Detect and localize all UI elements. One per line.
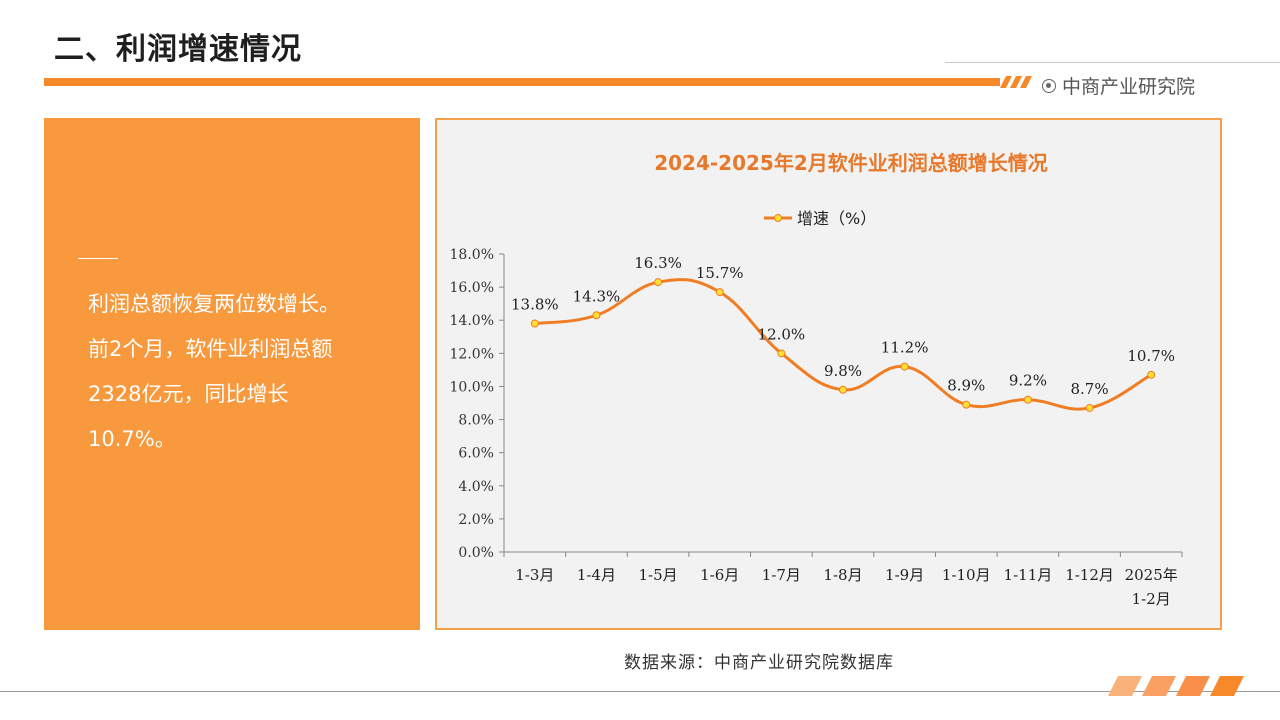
- x-tick-label: 2025年: [1125, 566, 1178, 584]
- data-source: 数据来源：中商产业研究院数据库: [624, 653, 894, 673]
- x-tick-label: 1-5月: [639, 566, 678, 584]
- data-point: [654, 278, 663, 287]
- x-tick-label: 1-10月: [942, 566, 991, 584]
- summary-text: 利润总额恢复两位数增长。前2个月，软件业利润总额2328亿元，同比增长10.7%…: [88, 292, 340, 451]
- x-tick-label: 1-3月: [515, 566, 554, 584]
- data-label: 13.8%: [511, 296, 559, 314]
- footer-slash-decoration: [1108, 676, 1244, 696]
- legend-marker: [774, 214, 782, 222]
- data-point: [962, 400, 971, 409]
- page-title: 二、利润增速情况: [54, 32, 302, 67]
- x-tick-label: 1-6月: [700, 566, 739, 584]
- data-point: [592, 311, 601, 320]
- data-point: [715, 288, 724, 297]
- data-label: 12.0%: [758, 325, 806, 343]
- brand-logo-icon: [1042, 78, 1056, 93]
- y-tick-label: 12.0%: [450, 346, 494, 362]
- data-point: [1023, 395, 1032, 404]
- data-label: 9.8%: [824, 362, 862, 380]
- data-label: 11.2%: [881, 339, 929, 357]
- title-underline: [44, 78, 1000, 86]
- brand-name: 中商产业研究院: [1062, 76, 1196, 98]
- y-tick-label: 16.0%: [450, 280, 494, 296]
- summary-divider: [78, 258, 118, 259]
- footer-rule: [0, 691, 1280, 692]
- data-label: 15.7%: [696, 264, 744, 282]
- legend-label: 增速（%）: [797, 209, 876, 228]
- x-tick-label-line2: 1-2月: [1132, 590, 1171, 608]
- data-label: 10.7%: [1127, 347, 1175, 365]
- data-label: 8.7%: [1070, 380, 1108, 398]
- y-tick-label: 10.0%: [450, 379, 494, 395]
- x-tick-label: 1-4月: [577, 566, 616, 584]
- data-label: 8.9%: [947, 377, 985, 395]
- data-point: [1085, 403, 1094, 412]
- data-point: [1147, 370, 1156, 379]
- y-tick-label: 18.0%: [450, 247, 494, 263]
- data-point: [530, 319, 539, 328]
- summary-panel: 利润总额恢复两位数增长。前2个月，软件业利润总额2328亿元，同比增长10.7%…: [44, 118, 420, 630]
- y-tick-label: 14.0%: [450, 313, 494, 329]
- data-label: 16.3%: [634, 254, 682, 272]
- chart-frame: 2024-2025年2月软件业利润总额增长情况增速（%） 0.0% 2.0% 4.0%…: [435, 118, 1222, 630]
- data-label: 9.2%: [1009, 372, 1047, 390]
- chart-title: 2024-2025年2月软件业利润总额增长情况: [654, 151, 1048, 175]
- x-tick-label: 1-12月: [1065, 566, 1114, 584]
- data-point: [900, 362, 909, 371]
- y-tick-label: 0.0%: [458, 545, 494, 561]
- header-thin-rule: [945, 62, 1280, 63]
- data-point: [839, 385, 847, 394]
- x-tick-label: 1-8月: [823, 566, 862, 584]
- y-tick-label: 4.0%: [458, 479, 494, 495]
- y-tick-label: 8.0%: [458, 413, 494, 429]
- x-tick-label: 1-9月: [885, 566, 924, 584]
- x-tick-label: 1-7月: [762, 566, 801, 584]
- y-tick-label: 6.0%: [458, 446, 494, 462]
- y-tick-label: 2.0%: [458, 512, 494, 528]
- data-label: 14.3%: [573, 287, 621, 305]
- x-tick-label: 1-11月: [1004, 566, 1053, 584]
- data-point: [777, 349, 786, 358]
- title-slash-decoration: [1000, 76, 1032, 88]
- brand: 中商产业研究院: [1042, 72, 1195, 99]
